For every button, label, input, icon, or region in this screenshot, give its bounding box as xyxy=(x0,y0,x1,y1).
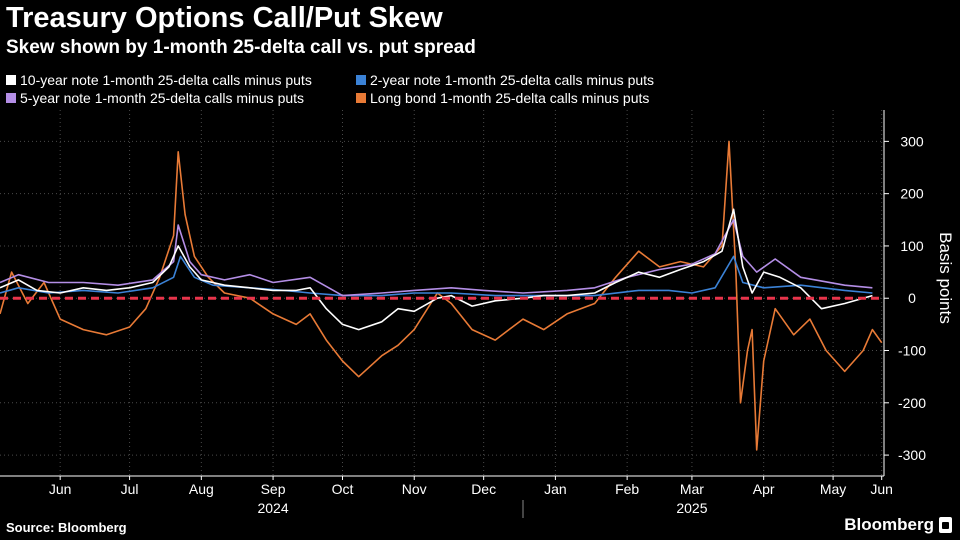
x-tick-label: Oct xyxy=(332,481,354,497)
y-tick-label: 0 xyxy=(908,290,916,306)
series-line-1 xyxy=(0,255,873,297)
x-tick-label: Dec xyxy=(471,481,496,497)
legend-label-2y: 2-year note 1-month 25-delta calls minus… xyxy=(370,72,655,88)
legend-item-5y: 5-year note 1-month 25-delta calls minus… xyxy=(6,90,356,106)
x-tick-label: Jul xyxy=(121,481,139,497)
source-note: Source: Bloomberg xyxy=(6,520,127,535)
x-tick-label: Nov xyxy=(402,481,427,497)
y-axis-title: Basis points xyxy=(936,232,955,324)
year-label: 2024 xyxy=(257,500,288,516)
x-tick-label: May xyxy=(820,481,846,497)
legend-swatch-10y xyxy=(6,75,16,85)
legend-swatch-2y xyxy=(356,75,366,85)
x-tick-label: Aug xyxy=(189,481,214,497)
x-tick-label: Feb xyxy=(615,481,639,497)
year-label: 2025 xyxy=(676,500,707,516)
y-tick-label: 100 xyxy=(900,238,924,254)
x-tick-label: Sep xyxy=(261,481,286,497)
y-tick-label: 200 xyxy=(900,186,924,202)
legend-label-long-bond: Long bond 1-month 25-delta calls minus p… xyxy=(370,90,650,106)
brand-logo: Bloomberg xyxy=(844,515,952,535)
legend-label-10y: 10-year note 1-month 25-delta calls minu… xyxy=(20,72,312,88)
y-tick-label: 300 xyxy=(900,133,924,149)
brand-name: Bloomberg xyxy=(844,515,934,534)
legend-label-5y: 5-year note 1-month 25-delta calls minus… xyxy=(20,90,305,106)
y-tick-label: -100 xyxy=(898,343,926,359)
chart-title: Treasury Options Call/Put Skew xyxy=(6,2,443,34)
legend-item-10y: 10-year note 1-month 25-delta calls minu… xyxy=(6,72,356,88)
legend: 10-year note 1-month 25-delta calls minu… xyxy=(6,72,786,106)
x-tick-label: Jun xyxy=(49,481,72,497)
x-tick-label: Mar xyxy=(680,481,704,497)
legend-item-long-bond: Long bond 1-month 25-delta calls minus p… xyxy=(356,90,756,106)
y-tick-label: -300 xyxy=(898,447,926,463)
legend-swatch-long-bond xyxy=(356,93,366,103)
y-tick-label: -200 xyxy=(898,395,926,411)
bloomberg-icon xyxy=(939,517,952,533)
chart-subtitle: Skew shown by 1-month 25-delta call vs. … xyxy=(6,37,476,58)
series-line-0 xyxy=(0,208,873,331)
legend-item-2y: 2-year note 1-month 25-delta calls minus… xyxy=(356,72,756,88)
legend-swatch-5y xyxy=(6,93,16,103)
x-tick-label: Apr xyxy=(753,481,775,497)
series-line-3 xyxy=(0,140,883,451)
x-tick-label: Jan xyxy=(544,481,567,497)
x-tick-label: Jun xyxy=(870,481,893,497)
